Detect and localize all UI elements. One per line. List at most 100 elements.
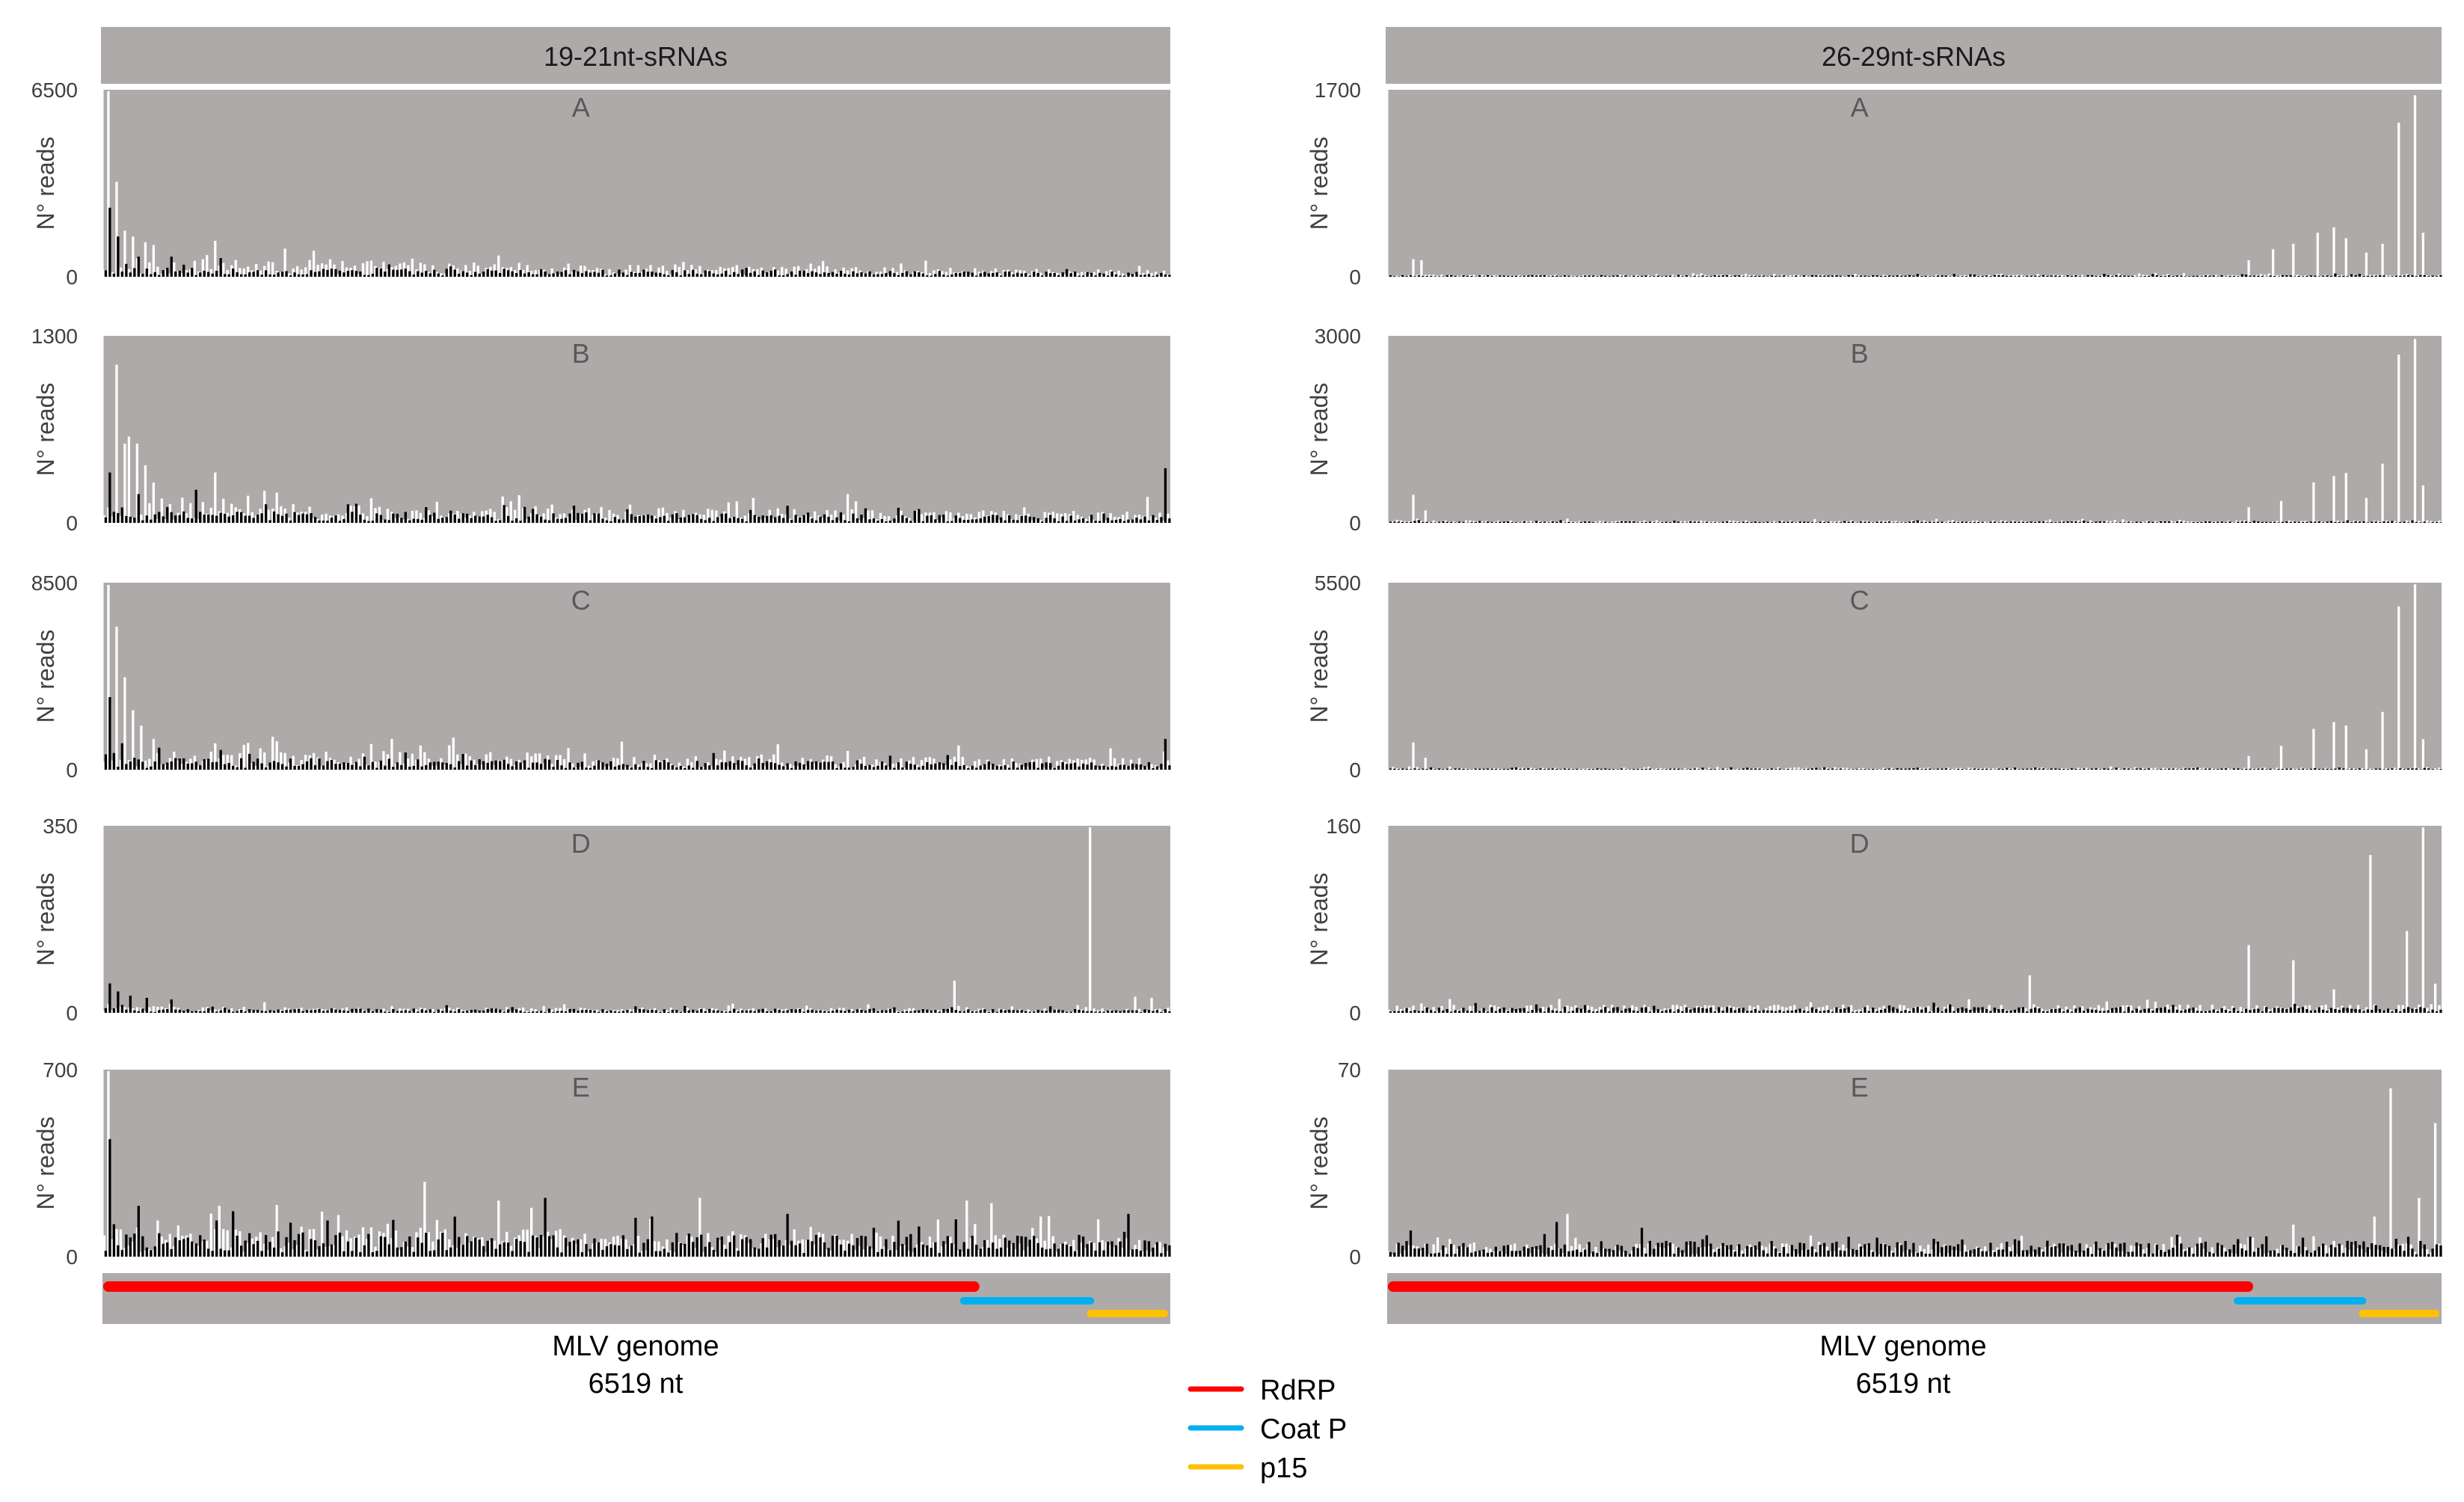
- sense-bar: [875, 1011, 878, 1013]
- sense-bar: [2308, 1005, 2311, 1013]
- sense-bar: [1752, 1007, 1756, 1013]
- antisense-bar: [215, 761, 218, 770]
- sense-bar: [801, 758, 804, 770]
- sense-bar: [2433, 276, 2437, 277]
- sense-bar: [263, 752, 266, 770]
- sense-bar: [2068, 768, 2072, 770]
- sense-bar: [2377, 1011, 2380, 1013]
- sense-bar: [218, 511, 221, 523]
- antisense-bar: [2139, 1010, 2142, 1013]
- sense-bar: [2336, 1007, 2340, 1013]
- antisense-bar: [2423, 767, 2426, 770]
- antisense-bar: [814, 520, 818, 523]
- sense-bar: [2231, 768, 2234, 770]
- sense-bar: [731, 517, 734, 523]
- sense-bar: [325, 751, 328, 770]
- sense-bar: [2133, 1010, 2136, 1013]
- antisense-bar: [1733, 1010, 1736, 1013]
- sense-bar: [107, 1071, 110, 1257]
- sense-bar: [1789, 767, 1792, 770]
- sense-bar: [583, 1233, 586, 1257]
- sense-bar: [2101, 1008, 2104, 1013]
- sense-bar: [805, 269, 808, 277]
- sense-bar: [312, 518, 316, 523]
- antisense-bar: [474, 1009, 477, 1013]
- sense-bar: [686, 1235, 689, 1257]
- antisense-bar: [2127, 1007, 2130, 1013]
- antisense-bar: [568, 513, 571, 523]
- antisense-bar: [930, 1248, 933, 1257]
- sense-bar: [554, 517, 558, 523]
- sense-bar: [1631, 1250, 1634, 1257]
- sense-bar: [1712, 276, 1715, 277]
- antisense-bar: [268, 1010, 271, 1013]
- antisense-bar: [2212, 769, 2215, 770]
- sense-bar: [1984, 1009, 1987, 1013]
- sense-bar: [1534, 275, 1537, 277]
- sense-bar: [1716, 767, 1719, 770]
- antisense-bar: [1681, 522, 1684, 523]
- antisense-bar: [120, 507, 124, 523]
- sense-bar: [592, 761, 595, 770]
- sense-bar: [431, 765, 434, 770]
- sense-bar: [423, 1182, 426, 1257]
- antisense-bar: [499, 1244, 502, 1257]
- antisense-bar: [2212, 1009, 2215, 1013]
- antisense-bar: [921, 765, 925, 770]
- sense-bar: [1096, 269, 1100, 277]
- antisense-bar: [1790, 1011, 1793, 1013]
- antisense-bar: [1742, 276, 1745, 277]
- sense-bar: [522, 1230, 525, 1257]
- sense-bar: [1096, 1010, 1100, 1013]
- sense-bar: [1027, 1009, 1030, 1013]
- sense-bar: [2304, 1005, 2307, 1013]
- antisense-bar: [1094, 275, 1097, 277]
- sense-bar: [2105, 275, 2108, 277]
- antisense-bar: [790, 272, 793, 277]
- sense-bar: [682, 509, 685, 523]
- sense-bar: [682, 766, 685, 770]
- antisense-bar: [995, 1011, 998, 1013]
- sense-bar: [1154, 518, 1158, 523]
- sense-bar: [2048, 769, 2052, 770]
- sense-bar: [514, 270, 517, 277]
- antisense-bar: [663, 515, 666, 523]
- sense-bar: [1793, 275, 1796, 277]
- sense-bar: [2207, 275, 2210, 277]
- sense-bar: [900, 510, 903, 523]
- sense-bar: [903, 1245, 907, 1257]
- sense-bar: [1154, 1009, 1158, 1013]
- antisense-bar: [700, 274, 703, 277]
- antisense-bar: [1567, 1251, 1570, 1257]
- sense-bar: [542, 763, 545, 770]
- antisense-bar: [1454, 1254, 1457, 1257]
- antisense-bar: [417, 1237, 420, 1257]
- antisense-bar: [494, 1008, 497, 1013]
- antisense-bar: [519, 1241, 522, 1257]
- antisense-bar: [104, 270, 108, 277]
- antisense-bar: [482, 761, 485, 770]
- sense-bar: [624, 767, 627, 770]
- sense-bar: [2349, 767, 2352, 770]
- antisense-bar: [938, 1253, 941, 1257]
- sense-bar: [2353, 275, 2356, 277]
- antisense-bar: [2208, 1011, 2211, 1013]
- sense-bar: [1590, 1006, 1594, 1013]
- sense-bar: [144, 1250, 147, 1257]
- antisense-bar: [769, 1011, 772, 1013]
- y-axis-label: N° reads: [32, 383, 59, 476]
- antisense-bar: [104, 517, 108, 523]
- sense-bar: [197, 1010, 200, 1013]
- sense-bar: [132, 710, 135, 770]
- antisense-bar: [1543, 521, 1546, 523]
- sense-bar: [1651, 1254, 1654, 1257]
- sense-bar: [1424, 758, 1427, 770]
- antisense-bar: [1579, 276, 1582, 277]
- sense-bar: [1789, 1245, 1792, 1257]
- antisense-bar: [342, 518, 345, 523]
- antisense-bar: [2406, 275, 2410, 277]
- sense-bar: [1740, 1008, 1743, 1013]
- antisense-bar: [814, 761, 818, 770]
- sense-bar: [1056, 1251, 1059, 1257]
- sense-bar: [916, 1244, 919, 1257]
